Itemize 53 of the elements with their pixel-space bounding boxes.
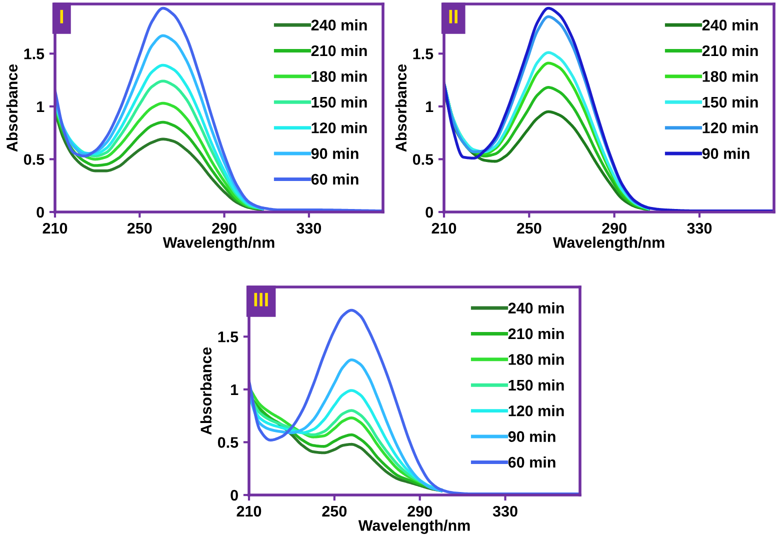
x-tick-label: 330	[687, 222, 712, 234]
legend-label: 180 min	[312, 70, 367, 82]
x-tick-label: 250	[322, 506, 347, 517]
legend-label: 210 min	[508, 328, 564, 340]
legend-label: 150 min	[312, 96, 367, 108]
y-axis-title: Absorbance	[6, 64, 18, 152]
y-tick-label: 1	[37, 101, 44, 112]
legend-label: 90 min	[311, 148, 358, 159]
y-tick-label: 0.5	[412, 154, 434, 165]
x-tick-label: 330	[492, 506, 518, 517]
x-axis-title: Wavelength/nm	[552, 236, 664, 251]
annotation: I	[60, 10, 64, 24]
y-tick-label: 1.5	[24, 48, 44, 60]
x-tick-label: 330	[296, 222, 322, 234]
legend-label: 240 min	[702, 19, 758, 30]
y-axis-title: Absorbance	[395, 64, 407, 152]
legend-label: 240 min	[508, 302, 564, 314]
annotation: III	[254, 292, 268, 306]
x-tick-label: 210	[432, 222, 456, 234]
legend-label: 90 min	[702, 148, 750, 159]
y-tick-label: 0	[36, 206, 44, 218]
legend-label: 150 min	[702, 96, 758, 108]
y-tick-label: 1.5	[413, 48, 434, 60]
legend-label: 60 min	[311, 173, 358, 185]
legend-label: 120 min	[702, 122, 758, 134]
x-tick-label: 250	[516, 222, 542, 234]
legend-label: 210 min	[311, 44, 367, 56]
legend-label: 210 min	[702, 44, 758, 56]
y-tick-label: 1.5	[218, 332, 238, 342]
y-axis-title: Absorbance	[200, 347, 212, 435]
legend-label: 120 min	[312, 122, 367, 134]
legend-label: 90 min	[508, 430, 556, 442]
legend-label: 60 min	[508, 456, 556, 468]
y-tick-label: 1	[426, 101, 434, 112]
y-tick-label: 1	[231, 384, 238, 395]
x-tick-label: 210	[236, 506, 262, 517]
y-tick-label: 0.5	[218, 437, 238, 448]
x-tick-label: 290	[212, 222, 236, 234]
x-tick-label: 250	[127, 222, 152, 234]
legend-label: 120 min	[508, 405, 564, 416]
legend-label: 150 min	[508, 379, 564, 391]
legend-label: 180 min	[508, 354, 564, 365]
annotation: II	[449, 10, 458, 24]
x-tick-label: 210	[42, 222, 68, 234]
y-tick-label: 0.5	[24, 154, 44, 165]
legend-label: 240 min	[311, 19, 367, 30]
y-tick-label: 0	[426, 206, 433, 218]
x-axis-title: Wavelength/nm	[358, 520, 470, 534]
y-tick-label: 0	[230, 490, 238, 501]
x-axis-title: Wavelength/nm	[162, 236, 274, 251]
legend-label: 180 min	[702, 70, 758, 82]
x-tick-label: 290	[408, 506, 432, 517]
x-tick-label: 290	[602, 222, 626, 234]
